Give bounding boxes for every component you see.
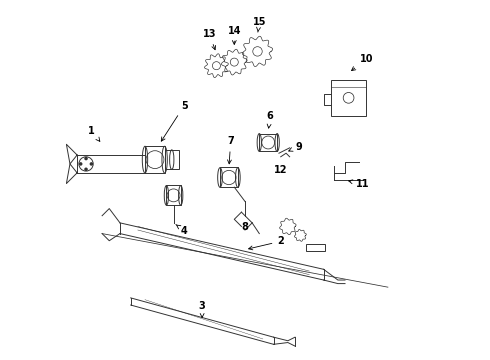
Text: 12: 12 xyxy=(274,165,288,175)
Text: 14: 14 xyxy=(227,26,241,44)
Bar xyxy=(259,134,277,152)
Text: 10: 10 xyxy=(351,54,373,71)
Text: 9: 9 xyxy=(289,141,302,152)
Bar xyxy=(145,146,165,173)
Bar xyxy=(165,150,179,169)
Text: 13: 13 xyxy=(202,29,216,50)
Circle shape xyxy=(85,168,87,170)
Text: 5: 5 xyxy=(161,100,188,141)
Bar xyxy=(331,80,367,116)
Text: 3: 3 xyxy=(199,301,205,318)
Text: 8: 8 xyxy=(242,222,248,232)
Bar xyxy=(220,167,238,187)
Circle shape xyxy=(85,157,87,159)
Text: 6: 6 xyxy=(267,111,273,128)
Circle shape xyxy=(79,163,82,165)
Text: 7: 7 xyxy=(227,136,234,164)
Bar xyxy=(306,244,325,251)
Text: 2: 2 xyxy=(248,236,284,250)
Circle shape xyxy=(90,163,93,165)
Text: 11: 11 xyxy=(349,179,369,189)
Bar xyxy=(167,185,181,205)
Text: 4: 4 xyxy=(176,225,188,235)
Text: 15: 15 xyxy=(252,17,266,32)
Text: 1: 1 xyxy=(88,126,100,141)
